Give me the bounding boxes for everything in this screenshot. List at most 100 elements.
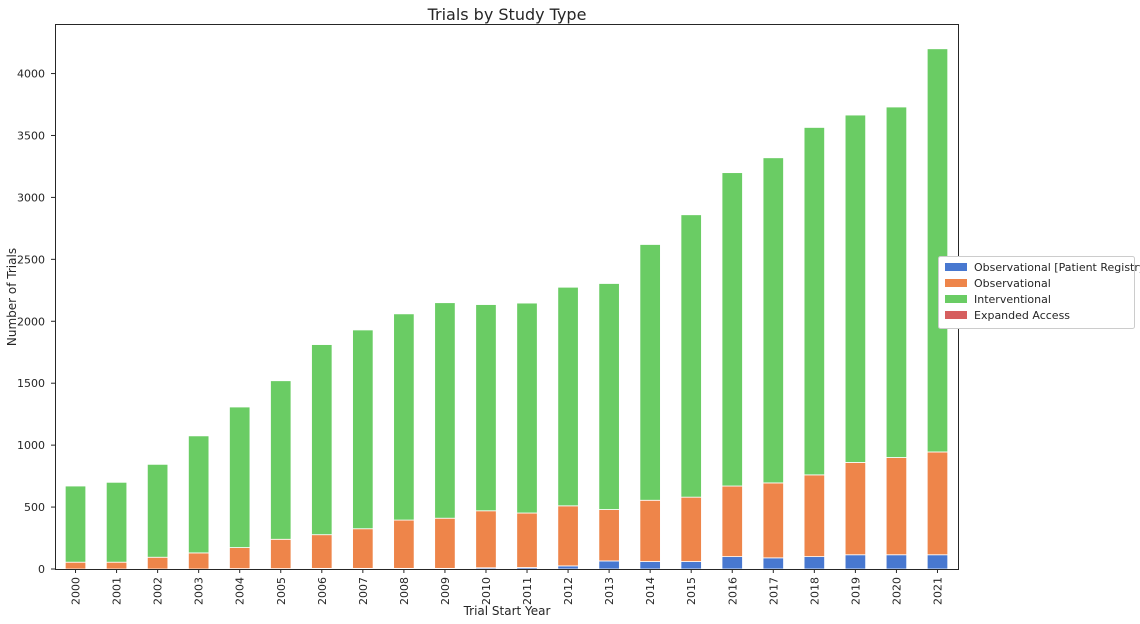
x-tick-label: 2000 [70, 577, 83, 605]
bar-2019-series-1 [844, 462, 867, 556]
bar-2016-series-1 [721, 485, 743, 558]
bar-2017-series-1 [762, 482, 784, 559]
x-tick-label: 2020 [890, 577, 903, 605]
y-tick-label: 3000 [17, 191, 45, 204]
bar-2013-series-2 [598, 283, 620, 510]
y-tick-label: 500 [24, 501, 45, 514]
bar-2004-series-2 [229, 406, 251, 548]
legend-label: Expanded Access [974, 309, 1070, 322]
bar-2000-series-1 [64, 561, 87, 570]
bar-2013-series-0 [598, 560, 620, 570]
x-tick-label: 2010 [480, 577, 493, 605]
legend-swatch [945, 279, 967, 287]
x-tick-label: 2013 [603, 577, 616, 605]
x-tick-label: 2005 [275, 577, 288, 605]
bars-layer [64, 48, 949, 570]
bar-2015-series-1 [680, 496, 702, 562]
bar-2014-series-0 [639, 561, 661, 570]
x-tick-label: 2021 [931, 577, 944, 605]
bar-2016-series-2 [721, 172, 743, 487]
bar-2020-series-2 [885, 106, 908, 458]
legend-label: Observational [974, 277, 1051, 290]
bar-2018-series-1 [803, 474, 826, 558]
legend-label: Observational [Patient Registry] [974, 261, 1140, 274]
bar-2020-series-0 [885, 554, 908, 570]
y-axis-label: Number of Trials [5, 248, 19, 346]
x-tick-label: 2015 [685, 577, 698, 605]
legend-box [938, 256, 1135, 329]
bar-2002-series-1 [146, 556, 169, 570]
x-tick-label: 2006 [316, 577, 329, 605]
chart-title: Trials by Study Type [427, 5, 587, 24]
x-tick-label: 2004 [234, 577, 247, 605]
bar-2014-series-2 [639, 244, 661, 501]
bar-2021-series-2 [926, 48, 949, 453]
bar-2018-series-0 [803, 556, 826, 570]
x-tick-label: 2007 [357, 577, 370, 605]
y-tick-label: 1000 [17, 439, 45, 452]
bar-2012-series-1 [557, 505, 579, 567]
x-tick-label: 2014 [644, 577, 657, 605]
bar-2003-series-2 [187, 435, 210, 554]
bar-2004-series-1 [229, 547, 251, 570]
bar-2020-series-1 [885, 457, 908, 556]
bar-2019-series-2 [844, 114, 867, 463]
x-tick-label: 2001 [111, 577, 124, 605]
bar-2009-series-1 [434, 517, 456, 569]
bar-2001-series-1 [105, 561, 128, 570]
bar-2010-series-1 [475, 510, 497, 569]
x-tick-label: 2017 [767, 577, 780, 605]
y-tick-label: 2000 [17, 315, 45, 328]
y-tick-label: 1500 [17, 377, 45, 390]
x-axis-label: Trial Start Year [463, 604, 551, 618]
bar-2001-series-2 [105, 481, 128, 563]
bar-2018-series-2 [803, 127, 826, 476]
bar-2006-series-1 [311, 534, 333, 569]
bar-2009-series-2 [434, 302, 456, 519]
x-tick-label: 2016 [726, 577, 739, 605]
bar-2016-series-0 [721, 556, 743, 570]
x-tick-label: 2002 [152, 577, 165, 605]
y-tick-label: 3500 [17, 129, 45, 142]
bar-2012-series-0 [557, 565, 579, 570]
x-tick-label: 2012 [562, 577, 575, 605]
y-tick-label: 4000 [17, 68, 45, 81]
legend-swatch [945, 295, 967, 303]
x-tick-label: 2008 [398, 577, 411, 605]
x-tick-label: 2019 [849, 577, 862, 605]
bar-2005-series-2 [270, 380, 292, 540]
bar-2014-series-1 [639, 499, 661, 562]
bar-2003-series-1 [187, 552, 210, 570]
x-axis-ticks: 2000 2001 2002 2003 2004 2005 2006 2007 2008 2009… [70, 569, 944, 605]
bar-2007-series-1 [352, 528, 374, 569]
bar-2005-series-1 [270, 538, 292, 570]
bar-2021-series-0 [926, 554, 949, 570]
legend-swatch [945, 263, 967, 271]
bar-2021-series-1 [926, 451, 949, 556]
x-tick-label: 2011 [521, 577, 534, 605]
legend-label: Interventional [974, 293, 1051, 306]
bar-2006-series-2 [311, 344, 333, 536]
bar-2015-series-0 [680, 561, 702, 570]
bar-2017-series-2 [762, 157, 784, 484]
bar-2010-series-2 [475, 304, 497, 512]
bar-2015-series-2 [680, 214, 702, 498]
bar-2007-series-2 [352, 329, 374, 530]
bar-2000-series-2 [64, 485, 87, 563]
x-tick-label: 2009 [439, 577, 452, 605]
y-tick-label: 2500 [17, 253, 45, 266]
bar-2019-series-0 [844, 554, 867, 570]
x-tick-label: 2003 [193, 577, 206, 605]
bar-2017-series-0 [762, 557, 784, 570]
legend-swatch [945, 311, 967, 319]
bar-2013-series-1 [598, 509, 620, 562]
x-tick-label: 2018 [808, 577, 821, 605]
bar-2011-series-1 [516, 512, 538, 568]
y-tick-label: 0 [38, 563, 45, 576]
bar-2011-series-2 [516, 302, 538, 514]
bar-2012-series-2 [557, 286, 579, 507]
bar-2002-series-2 [146, 463, 169, 558]
y-axis-ticks: 0 500 1000 1500 2000 2500 3000 3500 4000 [17, 68, 55, 576]
bar-2008-series-2 [393, 313, 415, 521]
